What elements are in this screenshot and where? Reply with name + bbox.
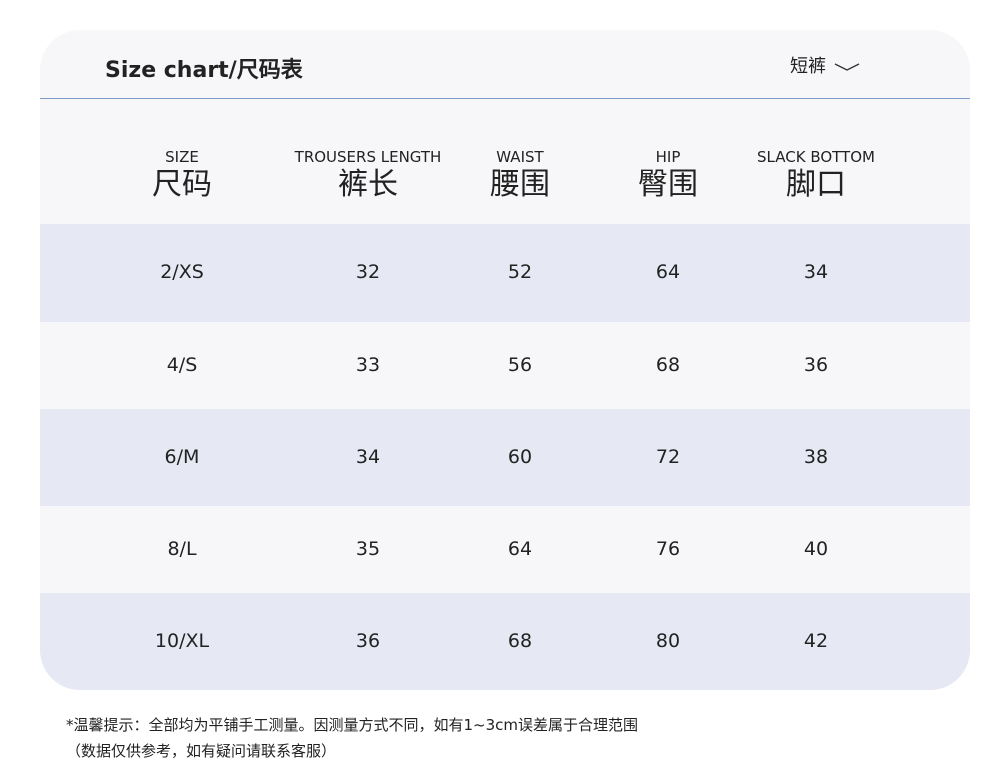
cell: 72 <box>655 445 681 468</box>
column-header: WAIST 腰围 <box>430 148 610 204</box>
cell: 2/XS <box>160 261 204 283</box>
cell: 38 <box>803 445 829 468</box>
cell: 34 <box>803 261 829 283</box>
table-row: 6/M 34 60 72 38 <box>40 409 970 506</box>
column-zh: 尺码 <box>152 167 212 202</box>
cell: 80 <box>655 629 681 652</box>
column-zh: 臀围 <box>638 167 698 202</box>
title: Size chart/尺码表 <box>105 58 303 83</box>
table-row: 8/L 35 64 76 40 <box>40 506 970 593</box>
table-row: 10/XL 36 68 80 42 <box>40 593 970 690</box>
header: Size chart/尺码表 短裤 <box>40 30 970 99</box>
column-en: WAIST <box>496 148 544 166</box>
dropdown[interactable]: 短裤 <box>790 52 860 78</box>
chevron <box>834 63 860 71</box>
cell: 35 <box>355 537 381 560</box>
cell: 4/S <box>166 353 198 376</box>
table-row: 2/XS 32 52 64 34 <box>40 224 970 322</box>
cell: 52 <box>507 261 533 283</box>
column-header: HIP 臀围 <box>578 148 758 204</box>
cell: 56 <box>507 353 533 376</box>
table-row: 4/S 33 56 68 36 <box>40 322 970 409</box>
cell: 36 <box>803 353 829 376</box>
cell: 34 <box>355 445 381 468</box>
note: （数据仅供参考，如有疑问请联系客服） <box>66 742 337 760</box>
card: Size chart/尺码表 短裤 SIZE 尺码 TROUSERS LENGTH 裤… <box>40 30 970 690</box>
column-zh: 裤长 <box>338 167 398 202</box>
cell: 68 <box>507 629 533 652</box>
cell: 10/XL <box>154 629 210 652</box>
cell: 32 <box>355 261 381 283</box>
column-header: SLACK BOTTOM 脚口 <box>726 148 906 204</box>
cell: 33 <box>355 353 381 376</box>
column-header: TROUSERS LENGTH 裤长 <box>278 148 458 204</box>
column-en: TROUSERS LENGTH <box>294 148 442 166</box>
cell: 36 <box>355 629 381 652</box>
cell: 42 <box>803 629 829 652</box>
dropdown-label[interactable]: 短裤 <box>790 56 826 77</box>
cell: 68 <box>655 353 681 376</box>
column-header: SIZE 尺码 <box>92 148 272 204</box>
note: *温馨提示：全部均为平铺手工测量。因测量方式不同，如有1~3cm误差属于合理范围 <box>66 716 639 734</box>
notes: *温馨提示：全部均为平铺手工测量。因测量方式不同，如有1~3cm误差属于合理范围… <box>66 712 638 764</box>
column-en: SLACK BOTTOM <box>757 148 875 166</box>
cell: 8/L <box>167 537 197 560</box>
column-en: HIP <box>655 148 681 166</box>
cell: 64 <box>655 261 681 283</box>
cell: 40 <box>803 537 829 560</box>
column-en: SIZE <box>165 148 199 166</box>
column-zh: 脚口 <box>786 167 846 202</box>
cell: 64 <box>507 537 533 560</box>
column-headers: SIZE 尺码 TROUSERS LENGTH 裤长 WAIST 腰围 HIP 臀围 SLACK… <box>40 148 970 224</box>
cell: 6/M <box>164 445 200 468</box>
column-zh: 腰围 <box>490 167 550 202</box>
cell: 76 <box>655 537 681 560</box>
cell: 60 <box>507 445 533 468</box>
